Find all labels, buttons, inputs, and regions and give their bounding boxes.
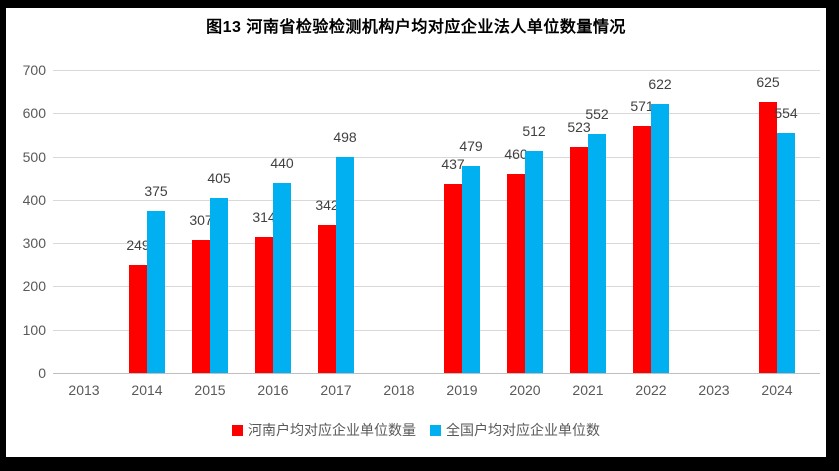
data-label-henan-2022: 571 (630, 97, 654, 114)
bar-national-2015 (210, 197, 228, 373)
data-label-national-2020: 512 (522, 123, 546, 140)
data-label-henan-2024: 625 (756, 74, 780, 91)
data-label-henan-2015: 307 (189, 212, 213, 229)
bar-henan-2014 (129, 265, 147, 373)
x-tick-label-2017: 2017 (320, 382, 352, 398)
bar-henan-2022 (633, 125, 651, 373)
bar-henan-2020 (507, 173, 525, 373)
y-tick-label-400: 400 (22, 191, 46, 208)
x-tick-label-2020: 2020 (509, 382, 541, 398)
data-label-henan-2017: 342 (315, 196, 339, 213)
gridline-700 (53, 70, 820, 71)
y-tick-label-700: 700 (22, 62, 46, 78)
x-tick-label-2021: 2021 (572, 382, 604, 398)
data-label-henan-2019: 437 (441, 155, 465, 172)
bar-national-2021 (588, 134, 606, 373)
legend-marker-national-icon (430, 424, 441, 436)
gridline-600 (53, 113, 820, 115)
y-tick-label-300: 300 (22, 235, 46, 252)
bar-henan-2015 (192, 240, 210, 373)
chart-area: 图13 河南省检验检测机构户均对应企业法人单位数量情况 河南户均对应企业单位数量… (6, 8, 826, 457)
data-label-national-2022: 622 (648, 75, 672, 92)
bar-national-2017 (336, 157, 354, 373)
y-tick-label-500: 500 (22, 148, 46, 165)
data-label-national-2016: 440 (270, 154, 294, 171)
bar-henan-2021 (570, 146, 588, 373)
x-tick-label-2019: 2019 (446, 382, 478, 398)
y-tick-label-100: 100 (22, 321, 46, 338)
bar-national-2020 (525, 151, 543, 373)
y-tick-label-200: 200 (22, 278, 46, 295)
bar-national-2014 (147, 210, 165, 373)
data-label-national-2014: 375 (144, 182, 168, 199)
x-tick-label-2013: 2013 (68, 382, 100, 398)
bar-national-2024 (777, 133, 795, 373)
data-label-national-2017: 498 (333, 129, 357, 146)
bar-national-2016 (273, 182, 291, 373)
legend-marker-henan-icon (232, 424, 243, 436)
bar-henan-2017 (318, 224, 336, 373)
y-tick-label-0: 0 (38, 365, 46, 381)
legend-item-henan: 河南户均对应企业单位数量 (232, 420, 416, 440)
x-tick-label-2024: 2024 (761, 382, 793, 398)
legend-label-henan: 河南户均对应企业单位数量 (248, 422, 416, 438)
gridline-400 (53, 199, 820, 201)
gridline-300 (53, 243, 820, 245)
data-label-national-2019: 479 (459, 137, 483, 154)
bar-national-2019 (462, 165, 480, 373)
x-tick-label-2018: 2018 (383, 382, 415, 398)
data-label-henan-2016: 314 (252, 209, 276, 226)
data-label-national-2021: 552 (585, 106, 609, 123)
y-tick-label-600: 600 (22, 105, 46, 122)
gridline-200 (53, 286, 820, 288)
bar-henan-2016 (255, 237, 273, 373)
bar-henan-2024 (759, 102, 777, 373)
x-tick-label-2016: 2016 (257, 382, 289, 398)
legend: 河南户均对应企业单位数量 全国户均对应企业单位数 (6, 420, 826, 440)
data-label-national-2024: 554 (774, 105, 798, 122)
gridline-500 (53, 156, 820, 158)
x-tick-label-2023: 2023 (698, 382, 730, 398)
bar-national-2022 (651, 103, 669, 373)
x-tick-label-2014: 2014 (131, 382, 163, 398)
data-label-henan-2021: 523 (567, 118, 591, 135)
legend-label-national: 全国户均对应企业单位数 (446, 422, 600, 438)
data-label-henan-2020: 460 (504, 145, 528, 162)
data-label-national-2015: 405 (207, 169, 231, 186)
x-tick-label-2015: 2015 (194, 382, 226, 398)
gridline-0 (53, 373, 820, 374)
data-label-henan-2014: 249 (126, 237, 150, 254)
gridline-100 (53, 329, 820, 331)
x-tick-label-2022: 2022 (635, 382, 667, 398)
legend-item-national: 全国户均对应企业单位数 (430, 420, 600, 440)
chart-title: 图13 河南省检验检测机构户均对应企业法人单位数量情况 (206, 19, 626, 36)
bar-henan-2019 (444, 183, 462, 373)
